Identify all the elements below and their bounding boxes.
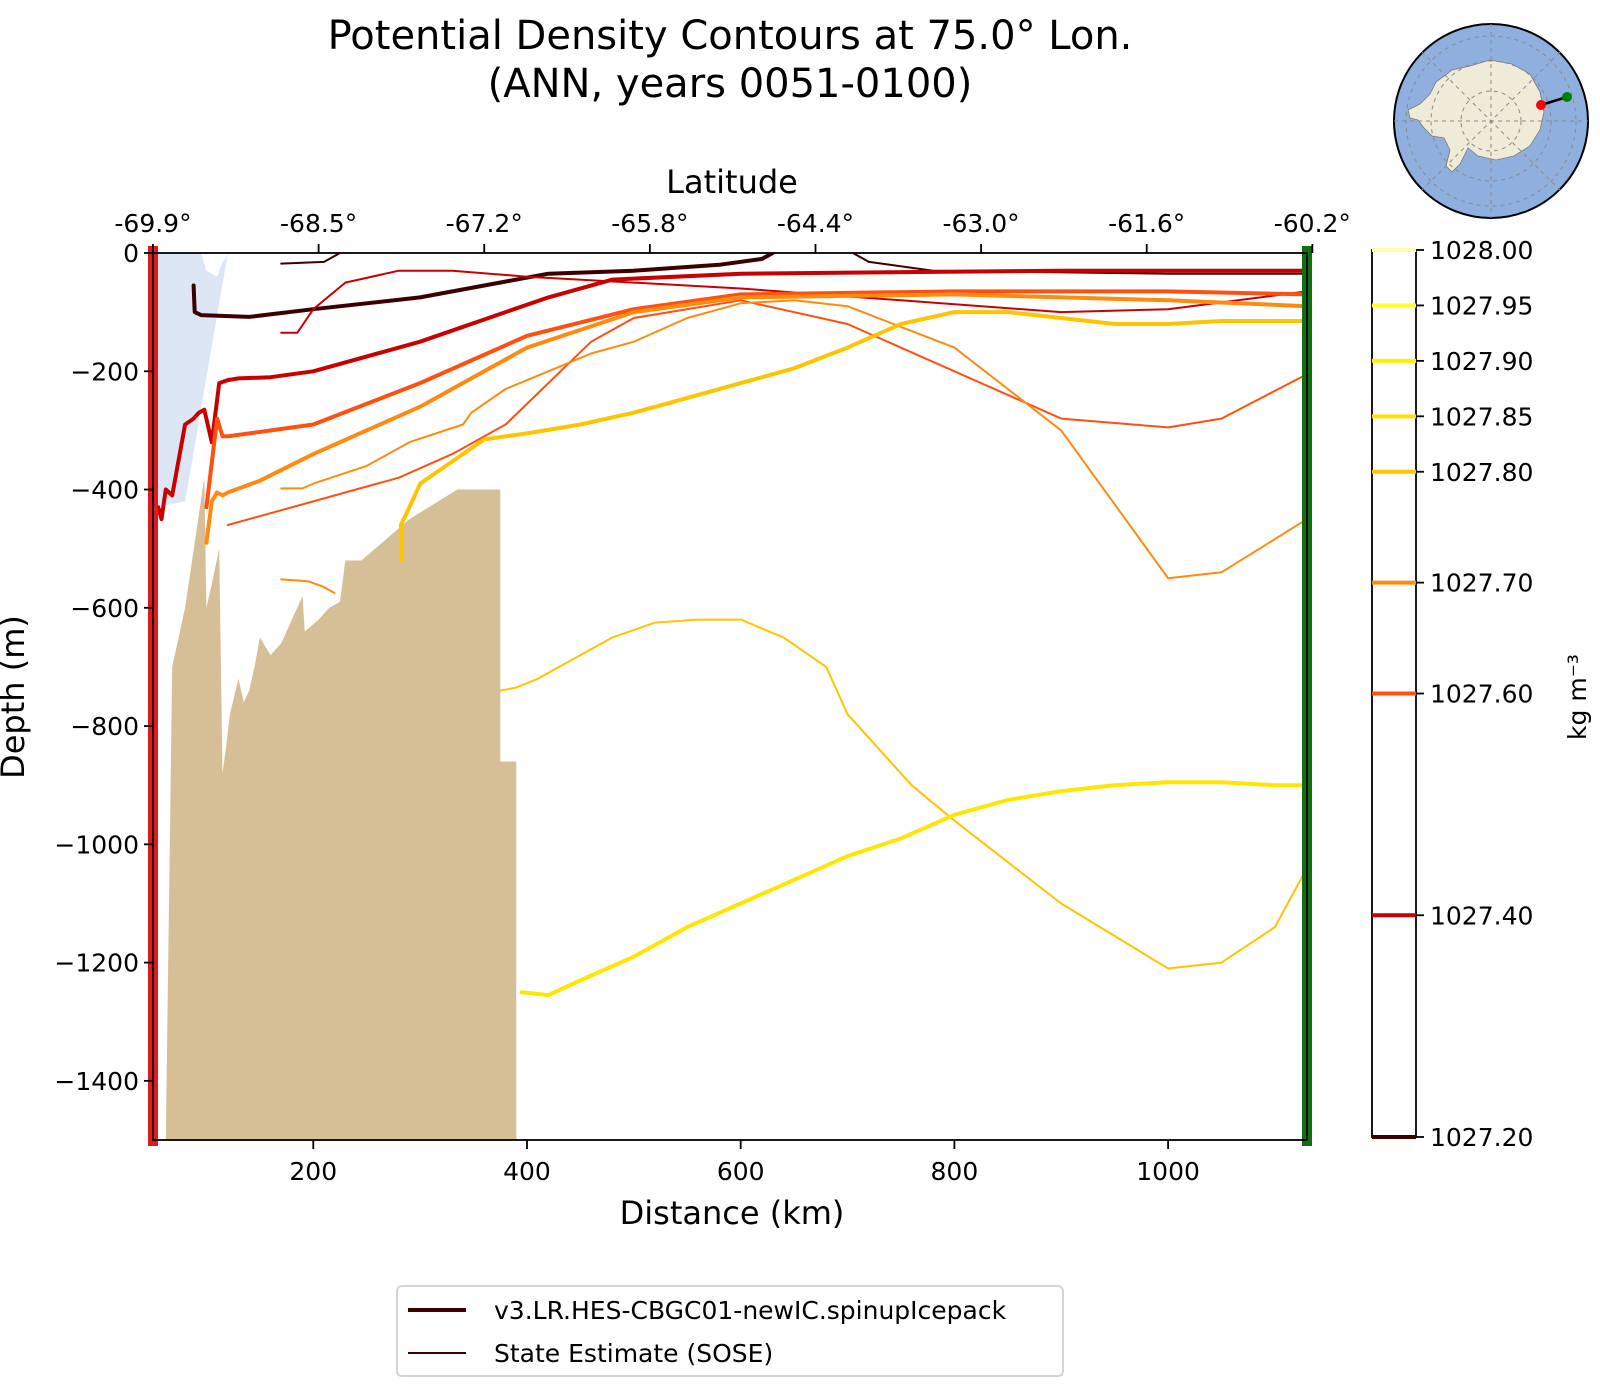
colorbar-tick-label: 1027.40 (1430, 901, 1533, 930)
top-tick-label: -67.2° (446, 209, 523, 238)
colorbar-tick-label: 1027.80 (1430, 458, 1533, 487)
x-axis-label: Distance (km) (620, 1194, 845, 1232)
colorbar-tick-label: 1027.20 (1430, 1123, 1533, 1152)
legend: v3.LR.HES-CBGC01-newIC.spinupIcepack Sta… (396, 1285, 1064, 1377)
top-tick-label: -69.9° (114, 209, 191, 238)
y-tick-label: −600 (70, 594, 139, 623)
contour-sose-1027_8-11 (499, 618, 1308, 970)
inset-map (1393, 23, 1589, 219)
y-tick-label: 0 (123, 239, 139, 268)
legend-label-model: v3.LR.HES-CBGC01-newIC.spinupIcepack (494, 1295, 1007, 1325)
chart-subtitle: (ANN, years 0051-0100) (487, 61, 973, 107)
inset-end-marker (1562, 92, 1572, 102)
contour-sose-1027_7-9 (280, 578, 336, 594)
top-tick-label: -68.5° (280, 209, 357, 238)
legend-item-sose: State Estimate (SOSE) (408, 1333, 773, 1373)
contour-model-1027_4-3 (156, 268, 1309, 522)
top-tick-label: -64.4° (777, 209, 854, 238)
top-tick-label: -65.8° (611, 209, 688, 238)
plot-frame (152, 252, 1308, 1141)
legend-line-thin (408, 1352, 466, 1354)
top-tick-label: -63.0° (943, 209, 1020, 238)
colorbar-tick-label: 1027.95 (1430, 291, 1533, 320)
contour-sose-1027_6-6 (226, 299, 1308, 526)
x-tick-label: 800 (931, 1157, 979, 1186)
colorbar-tick-label: 1027.85 (1430, 402, 1533, 431)
y-tick-label: −800 (70, 712, 139, 741)
inset-start-marker (1536, 100, 1546, 110)
x-tick-label: 200 (289, 1157, 337, 1186)
chart-title: Potential Density Contours at 75.0° Lon. (327, 13, 1133, 59)
contour-model-1027_6-5 (204, 289, 1309, 510)
colorbar-tick-label: 1027.90 (1430, 347, 1533, 376)
contour-sose-1027_2-1 (280, 253, 341, 265)
colorbar-tick-label: 1028.00 (1430, 236, 1533, 265)
contour-sose-1027_4-4 (280, 269, 1308, 334)
y-tick-label: −200 (70, 357, 139, 386)
ice-shelf-area (155, 253, 228, 508)
legend-line-thick (408, 1308, 466, 1312)
x-tick-label: 1000 (1136, 1157, 1200, 1186)
x-tick-label: 600 (717, 1157, 765, 1186)
colorbar-label: kg m⁻³ (1563, 654, 1592, 740)
x-tick-label: 400 (503, 1157, 551, 1186)
colorbar-tick-label: 1027.60 (1430, 680, 1533, 709)
contour-model-1027_8-10 (398, 310, 1309, 563)
top-axis-label: Latitude (666, 163, 798, 201)
contour-model-1027_2-0 (191, 253, 775, 319)
y-tick-label: −1200 (54, 949, 139, 978)
y-tick-label: −400 (70, 476, 139, 505)
legend-item-model: v3.LR.HES-CBGC01-newIC.spinupIcepack (408, 1290, 1006, 1330)
contour-sose-1027_7-8 (280, 299, 1308, 580)
y-axis-label: Depth (m) (0, 615, 32, 779)
legend-label-sose: State Estimate (SOSE) (494, 1338, 774, 1368)
top-tick-label: -61.6° (1108, 209, 1185, 238)
seafloor-bathymetry (153, 477, 517, 1140)
colorbar-tick-label: 1027.70 (1430, 569, 1533, 598)
contour-model-1027_9-12 (519, 780, 1309, 998)
y-tick-label: −1400 (54, 1067, 139, 1096)
top-tick-label: -60.2° (1274, 209, 1351, 238)
y-tick-label: −1000 (54, 830, 139, 859)
contour-model-1027_7-7 (204, 292, 1309, 545)
